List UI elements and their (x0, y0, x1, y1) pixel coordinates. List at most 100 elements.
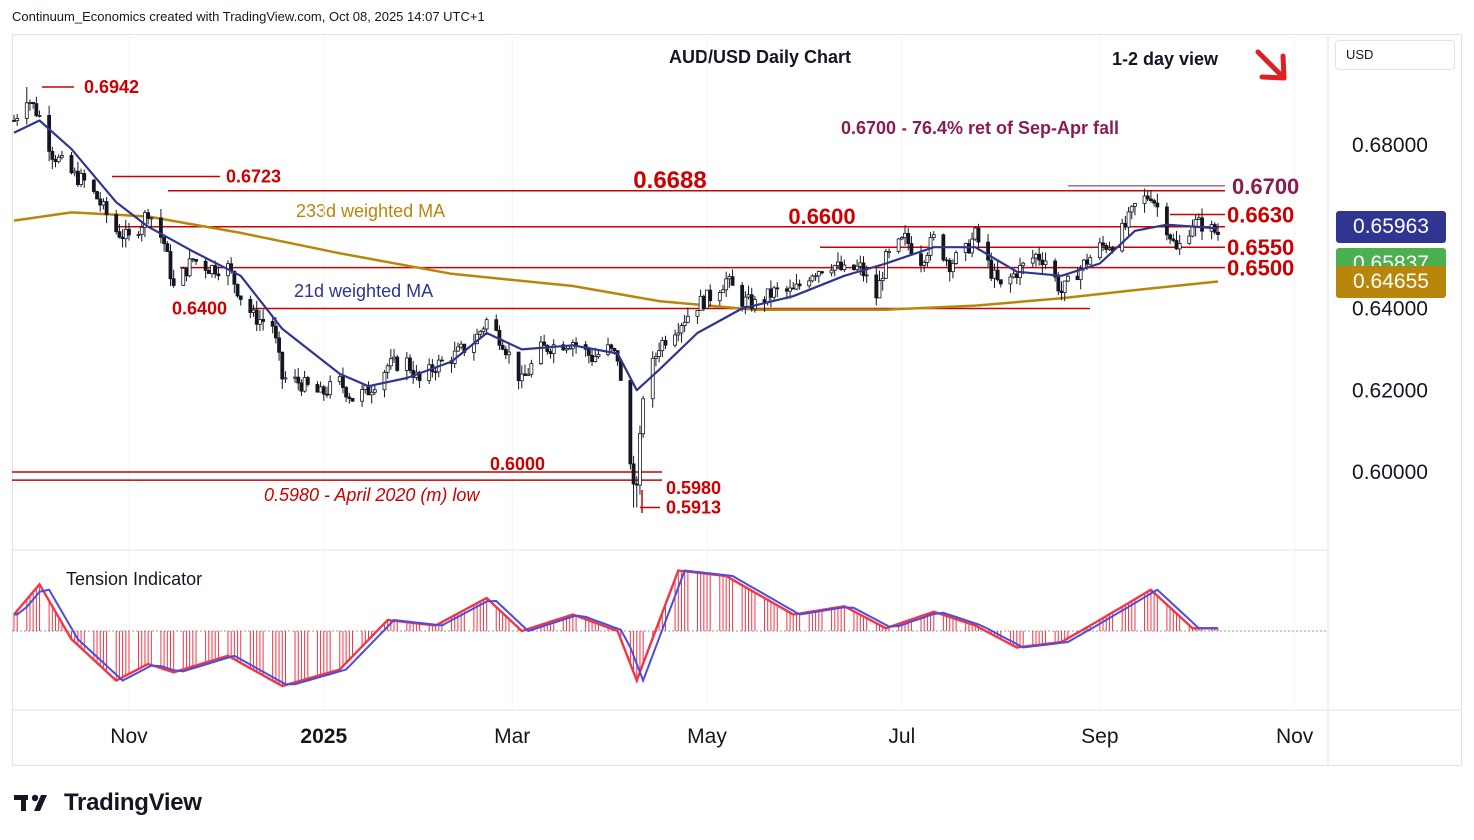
candle-body (529, 363, 534, 375)
candle (1120, 218, 1125, 253)
time-tick-label: Sep (1081, 725, 1118, 748)
candle-body (168, 251, 173, 280)
candle (839, 255, 844, 272)
candle-body (919, 253, 923, 266)
candle-body (507, 351, 511, 356)
candle-body (1107, 247, 1112, 250)
candle-body (526, 373, 531, 376)
candle-body (104, 201, 109, 215)
candle-body (254, 309, 259, 325)
candle (679, 323, 684, 343)
candle-body (60, 155, 64, 158)
candle (638, 425, 642, 495)
candle (685, 307, 690, 324)
candle-body (794, 283, 799, 290)
candle-body (171, 278, 176, 286)
candle (1062, 280, 1067, 302)
candle (190, 258, 195, 263)
candle (775, 282, 780, 298)
candle (768, 280, 773, 308)
candle (251, 304, 256, 317)
candle-body (574, 342, 578, 345)
price-tick-label: 0.62000 (1352, 379, 1428, 402)
candle-body (542, 341, 547, 346)
candle (238, 295, 243, 306)
candle (816, 270, 821, 283)
footer-brand[interactable]: TradingView (14, 788, 202, 818)
candle (596, 350, 601, 359)
candle (807, 277, 812, 289)
candle-body (315, 384, 320, 393)
candle (545, 344, 550, 355)
candle (120, 229, 125, 248)
candle-body (50, 150, 55, 160)
candle (727, 273, 732, 288)
candle-body (270, 321, 275, 327)
candle (456, 342, 460, 352)
candle (139, 223, 144, 242)
price-tick-label: 0.64000 (1352, 298, 1428, 321)
candle-body (216, 273, 221, 277)
candle-body (69, 155, 74, 174)
candle-body (305, 377, 310, 385)
level-label-0.6500: 0.6500 (1227, 256, 1294, 281)
candle-body (807, 280, 812, 287)
candle (494, 314, 499, 332)
candle (1011, 270, 1016, 279)
indicator-line-red (13, 569, 1218, 688)
candle (829, 264, 834, 277)
candle-body (839, 261, 844, 271)
candle (79, 168, 83, 187)
candle (810, 274, 815, 283)
candle-body (561, 344, 566, 351)
candle-body (1030, 257, 1035, 264)
candle-body (456, 346, 460, 352)
candle (258, 310, 262, 332)
candle (181, 266, 186, 286)
candle-body (184, 267, 189, 277)
candle-body (877, 280, 882, 299)
candle (721, 284, 725, 294)
candle (404, 351, 409, 381)
level-label-0.5913: 0.5913 (666, 498, 721, 518)
candle (184, 267, 189, 282)
candle (146, 208, 151, 225)
level-label-0.6600: 0.6600 (788, 204, 855, 229)
candle (813, 272, 818, 281)
candle-body (328, 381, 333, 396)
level-label-0.6700: 0.6700 (1232, 174, 1299, 199)
candle (730, 269, 735, 286)
currency-selector[interactable]: USD (1335, 40, 1455, 70)
candle-body (404, 357, 409, 371)
candle (411, 361, 416, 384)
candle-body (213, 265, 218, 275)
candle-body (618, 360, 623, 381)
candle (788, 279, 792, 299)
chart-attribution: Continuum_Economics created with Trading… (12, 9, 485, 24)
candle-body (1174, 240, 1179, 250)
candle (171, 269, 176, 288)
candle (299, 379, 304, 396)
candle-body (973, 227, 978, 240)
candle (526, 367, 531, 377)
candle-body (283, 377, 288, 380)
candle (206, 268, 211, 274)
candle-body (360, 389, 365, 402)
candle (408, 354, 412, 374)
candle-body (791, 287, 796, 290)
level-layer (12, 86, 1225, 513)
candle-body (586, 348, 591, 356)
candle (1190, 219, 1195, 238)
candle (663, 335, 668, 350)
candle (318, 381, 323, 393)
candle-body (1142, 195, 1147, 204)
candle-body (1062, 280, 1067, 294)
candle-body (717, 292, 722, 302)
candle (698, 289, 703, 311)
candle-body (251, 309, 256, 313)
candle-body (928, 237, 933, 256)
candle (72, 167, 77, 177)
candle (919, 245, 923, 273)
candle (302, 370, 307, 393)
